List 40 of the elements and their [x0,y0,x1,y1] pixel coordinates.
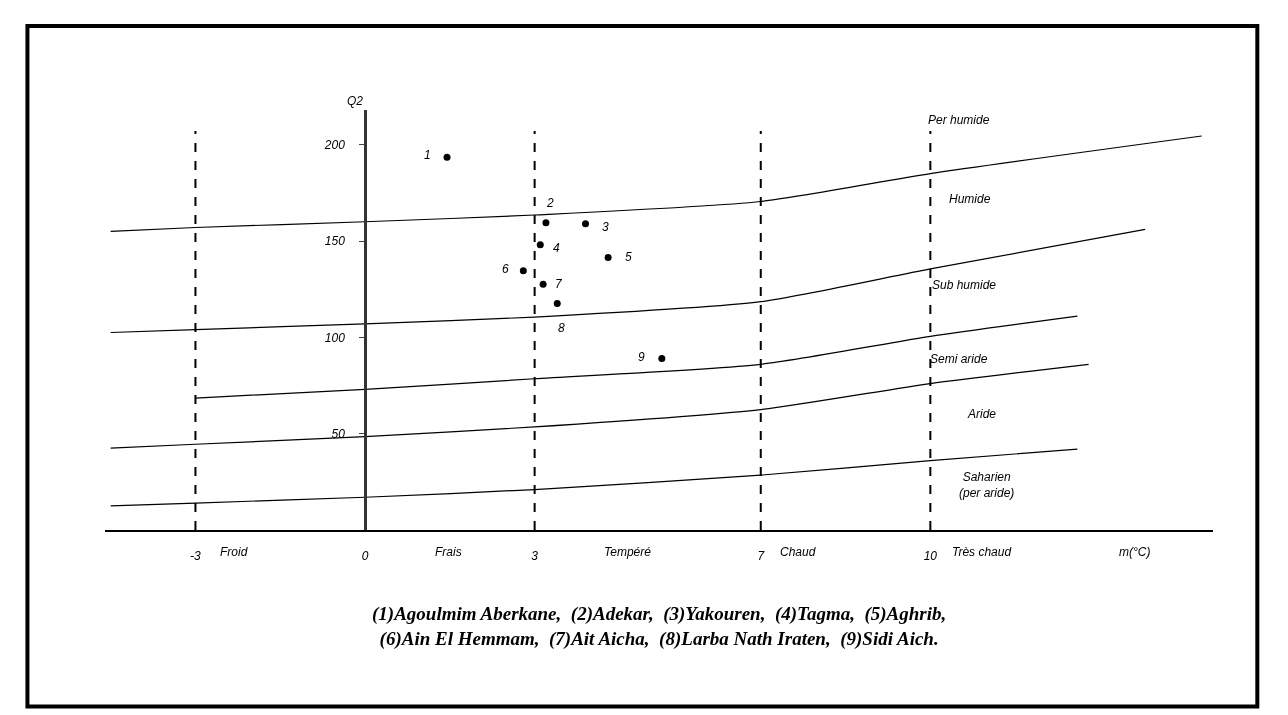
annotation: Humide [949,192,991,206]
annotation: 1 [424,148,431,162]
point [539,280,547,288]
x-tick-label: 0 [361,549,369,564]
y-tick-label: 200 [323,137,346,152]
text: Tempéré [604,545,652,559]
annotation: Aride [967,407,997,421]
point [443,153,451,161]
y-tick-label: 100 [324,330,346,345]
annotation: Saharien (per aride) [959,470,1015,500]
annotation: 6 [502,262,509,276]
annotation: Semi aride [930,352,988,366]
text: (1)Agoulmim Aberkane, (2)Adekar, (3)Yakouren, (4)Tagma, (5)Aghrib, (6)Ain El Hemmam, (7)Ait Aicha, (8)Larba Nath Iraten, (9)Sidi Aich. [372,603,947,650]
point [536,241,544,249]
annotation: 4 [553,241,560,255]
point [582,220,590,228]
text: Froid [220,545,248,559]
annotation: 3 [602,220,609,234]
annotation: 2 [546,196,554,210]
annotation: 9 [638,350,645,364]
annotation: 5 [625,250,632,264]
point [542,219,550,227]
point [658,355,666,363]
x-tick-label: 3 [531,549,539,564]
x-tick-label: 10 [923,549,938,564]
y-axis-title: Q2 [347,94,364,108]
text: Frais [435,545,462,559]
point [519,267,527,275]
x-tick-label: -3 [190,549,202,564]
annotation: Sub humide [932,278,997,292]
annotation: 7 [555,277,563,291]
y-tick-label: 150 [324,234,346,249]
point [553,300,561,308]
text: Chaud [780,545,816,559]
annotation: 8 [558,321,565,335]
x-axis-title: m(°C) [1119,545,1151,559]
x-tick-label: 7 [757,549,766,564]
annotation: Per humide [928,113,990,127]
text: Très chaud [952,545,1012,559]
point [604,253,612,261]
